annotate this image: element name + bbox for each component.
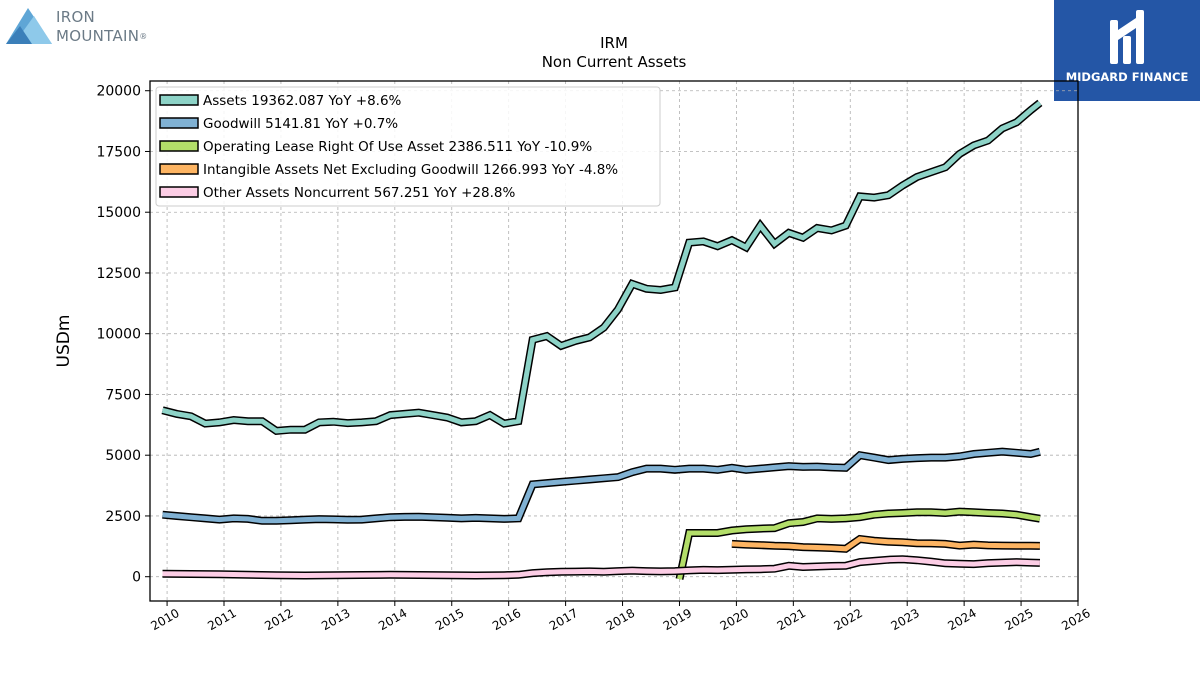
- x-tick-label: 2024: [945, 606, 978, 633]
- legend-entry: Other Assets Noncurrent 567.251 YoY +28.…: [203, 185, 515, 201]
- x-tick-label: 2016: [490, 606, 523, 633]
- series-line: [677, 509, 1041, 580]
- midgard-finance-logo: MIDGARD FINANCE: [1054, 0, 1200, 101]
- x-tick-label: 2020: [718, 606, 751, 633]
- midgard-emblem-icon: [1110, 10, 1144, 64]
- y-axis: 0 2500 5000 7500 10000 12500 15000 17500 20000: [96, 84, 150, 586]
- logo-line-1: IRON: [56, 8, 96, 26]
- legend-entry: Intangible Assets Net Excluding Goodwill…: [203, 162, 618, 178]
- x-tick-label: 2017: [547, 606, 580, 633]
- legend-swatch: [159, 140, 199, 152]
- legend-entry: Goodwill 5141.81 YoY +0.7%: [203, 116, 398, 132]
- series-layer: [161, 99, 1043, 580]
- x-tick-label: 2013: [319, 606, 352, 633]
- series-1: [162, 447, 1041, 525]
- plot-frame: [149, 80, 1079, 602]
- y-tick-label: 20000: [96, 84, 141, 100]
- y-axis-label: USDm: [54, 315, 74, 368]
- logo-line-2: MOUNTAIN®: [56, 27, 148, 45]
- x-axis: 2010 2011 2012 2013 2014 2015 2016 2017 2018 2019…: [148, 601, 1093, 633]
- series-3: [731, 534, 1040, 553]
- legend-swatch: [159, 186, 199, 198]
- x-tick-label: 2025: [1002, 606, 1035, 633]
- series-4: [162, 555, 1041, 580]
- x-tick-label: 2023: [888, 606, 921, 633]
- registered-mark: ®: [139, 32, 148, 41]
- legend-swatch: [159, 163, 199, 175]
- series-line: [162, 449, 1041, 524]
- midgard-finance-text: MIDGARD FINANCE: [1065, 70, 1189, 84]
- legend-box: [155, 86, 661, 207]
- iron-mountain-logo: IRON MOUNTAIN®: [4, 4, 164, 46]
- chart-subtitle: Non Current Assets: [542, 53, 687, 71]
- x-tick-label: 2026: [1059, 606, 1092, 633]
- series-line: [161, 100, 1042, 434]
- x-tick-label: 2022: [832, 606, 865, 633]
- y-tick-label: 5000: [105, 448, 141, 464]
- legend: Assets 19362.087 YoY +8.6% Goodwill 5141.…: [155, 86, 661, 207]
- x-tick-label: 2014: [376, 606, 409, 633]
- legend-entry: Assets 19362.087 YoY +8.6%: [203, 93, 402, 109]
- y-tick-label: 0: [132, 570, 141, 586]
- x-tick-label: 2011: [205, 606, 238, 633]
- series-line: [731, 536, 1040, 552]
- iron-mountain-wordmark: IRON MOUNTAIN®: [56, 8, 148, 46]
- series-0: [161, 99, 1043, 436]
- legend-entry: Operating Lease Right Of Use Asset 2386.…: [203, 139, 592, 155]
- legend-swatch: [159, 94, 199, 106]
- x-tick-label: 2012: [262, 606, 295, 633]
- x-tick-label: 2021: [775, 606, 808, 633]
- y-tick-label: 15000: [96, 205, 141, 221]
- y-tick-label: 12500: [96, 266, 141, 282]
- series-2: [675, 507, 1041, 580]
- series-line: [162, 556, 1040, 579]
- x-tick-label: 2015: [433, 606, 466, 633]
- x-tick-label: 2019: [661, 606, 694, 633]
- x-tick-label: 2018: [604, 606, 637, 633]
- y-tick-label: 17500: [96, 144, 141, 160]
- mountain-icon: [6, 8, 52, 44]
- y-tick-label: 2500: [105, 509, 141, 525]
- y-tick-label: 7500: [105, 387, 141, 403]
- legend-swatch: [159, 117, 199, 129]
- chart-title: IRM: [600, 34, 628, 52]
- x-tick-label: 2010: [148, 606, 181, 633]
- y-tick-label: 10000: [96, 327, 141, 343]
